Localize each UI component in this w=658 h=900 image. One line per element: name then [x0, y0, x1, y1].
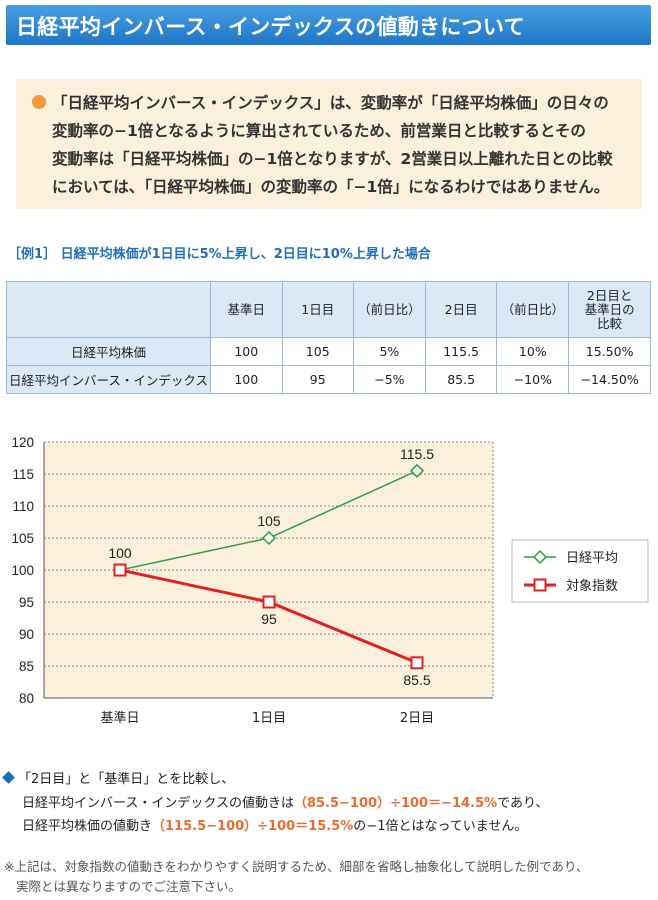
table-cell: 10%	[496, 337, 570, 366]
table-header-cell: （前日比）	[496, 281, 570, 338]
notes-text: 日経平均株価の値動き	[22, 819, 153, 834]
table-cell: 95	[281, 365, 354, 394]
blue-diamond-icon	[2, 771, 15, 784]
y-tick-label: 80	[19, 691, 34, 706]
data-point-diamond	[409, 463, 425, 478]
notice-box: 「日経平均インバース・インデックス」は、変動率が「日経平均株価」の日々の 変動率…	[16, 79, 642, 209]
header-line: 基準日の	[584, 301, 635, 317]
notice-line: 変動率は「日経平均株価」の−1倍となりますが、2営業日以上離れた日との比較	[52, 150, 613, 168]
data-label: 100	[108, 545, 132, 561]
y-tick-label: 100	[11, 563, 34, 578]
y-tick-label: 85	[19, 659, 34, 674]
table-cell: −10%	[496, 365, 570, 394]
comparison-table: 基準日 1日目 （前日比） 2日目 （前日比） 2日目と 基準日の 比較 日経平…	[5, 281, 651, 394]
table-header-cell: （前日比）	[352, 281, 426, 338]
data-point-square	[113, 563, 127, 577]
y-tick-label: 120	[11, 435, 34, 450]
notice-line: 「日経平均インバース・インデックス」は、変動率が「日経平均株価」の日々の	[52, 94, 609, 112]
table-cell: 105	[281, 337, 354, 366]
footnote-line: ※上記は、対象指数の値動きをわかりやすく説明するため、細部を省略し抽象化して説明…	[4, 859, 589, 874]
y-tick-label: 115	[12, 467, 34, 482]
y-tick-label: 95	[19, 595, 34, 610]
x-tick-label: 基準日	[100, 710, 139, 726]
notes-line-2: 日経平均株価の値動き（115.5−100）÷100＝15.5%の−1倍とはなって…	[22, 815, 527, 834]
notes-intro: 「2日目」と「基準日」とを比較し、	[18, 772, 235, 787]
table-row: 日経平均インバース・インデックス 100 95 −5% 85.5 −10% −1…	[5, 365, 651, 394]
table-header-cell: 1日目	[281, 281, 354, 338]
data-label: 105	[257, 513, 281, 529]
legend-box	[511, 539, 649, 603]
notes-text: であり、	[497, 796, 549, 811]
table-cell: 100	[210, 365, 283, 394]
notice-line: 変動率の−1倍となるように算出されているため、前営業日と比較するとその	[52, 122, 586, 140]
nikkei-formula: （115.5−100）÷100＝15.5%	[152, 819, 354, 834]
table-row: 日経平均株価 100 105 5% 115.5 10% 15.50%	[5, 337, 651, 366]
data-point-diamond	[261, 530, 277, 546]
y-tick-label: 110	[12, 499, 34, 514]
legend-diamond-icon	[532, 549, 548, 565]
table-header-cell: 基準日	[210, 281, 283, 338]
table-header-cell: 2日目	[424, 281, 498, 338]
table-row-label: 日経平均株価	[5, 337, 212, 366]
legend-square-icon	[533, 578, 547, 592]
data-point-square	[410, 656, 424, 670]
table-cell: 85.5	[424, 365, 498, 394]
header-line: 2日目と	[586, 287, 633, 303]
table-header-cell	[5, 281, 212, 338]
table-cell: −5%	[352, 365, 426, 394]
table-cell: 100	[210, 337, 283, 366]
y-tick-label: 105	[11, 531, 34, 546]
data-label: 85.5	[403, 672, 430, 688]
header-line: 比較	[597, 315, 623, 331]
table-cell: −14.50%	[568, 365, 651, 394]
data-label: 95	[261, 611, 277, 627]
notes-text: 日経平均インバース・インデックスの値動きは	[22, 796, 294, 811]
notes-text: の−1倍とはなっていません。	[353, 819, 528, 834]
y-tick-label: 90	[19, 627, 34, 642]
notes-intro-line: 「2日目」と「基準日」とを比較し、	[2, 768, 235, 787]
notice-line: においては、「日経平均株価」の変動率の「−1倍」になるわけではありません。	[52, 178, 610, 196]
legend-label: 対象指数	[566, 579, 618, 594]
data-point-square	[262, 595, 276, 609]
table-cell: 5%	[352, 337, 426, 366]
title-bar: 日経平均インバース・インデックスの値動きについて	[6, 5, 651, 45]
table-header-cell: 2日目と 基準日の 比較	[568, 281, 651, 338]
footnote-line: 実際とは異なりますのでご注意下さい。	[16, 879, 242, 894]
example-heading: ［例1］ 日経平均株価が1日目に5%上昇し、2日目に10%上昇した場合	[8, 247, 431, 262]
page-title: 日経平均インバース・インデックスの値動きについて	[16, 15, 525, 39]
inverse-formula: （85.5−100）÷100＝−14.5%	[293, 796, 498, 811]
notes-line-1: 日経平均インバース・インデックスの値動きは（85.5−100）÷100＝−14.…	[22, 792, 548, 811]
table-cell: 15.50%	[568, 337, 651, 366]
table-cell: 115.5	[424, 337, 498, 366]
x-tick-label: 1日目	[252, 711, 286, 726]
table-header-row: 基準日 1日目 （前日比） 2日目 （前日比） 2日目と 基準日の 比較	[5, 281, 651, 338]
orange-bullet-icon	[32, 95, 46, 109]
legend-label: 日経平均	[566, 551, 618, 566]
table-row-label: 日経平均インバース・インデックス	[5, 365, 212, 394]
data-label: 115.5	[400, 446, 434, 462]
line-chart: 80 85 90 95 100 105 110 115 120 基準日 1日目 2日目 100 105 11…	[11, 435, 649, 726]
x-tick-label: 2日目	[400, 711, 434, 726]
